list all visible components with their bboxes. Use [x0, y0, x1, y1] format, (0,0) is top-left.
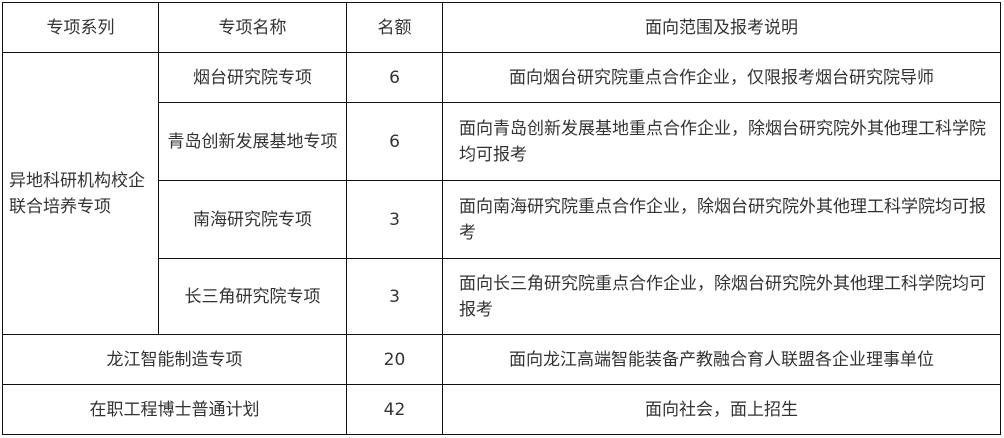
- name-cell: 烟台研究院专项: [158, 52, 347, 103]
- quota-cell: 20: [346, 334, 443, 385]
- quota-cell: 42: [346, 384, 443, 435]
- quota-cell: 6: [346, 102, 443, 181]
- quota-cell: 6: [346, 52, 443, 103]
- desc-cell: 面向南海研究院重点合作企业，除烟台研究院外其他理工科学院均可报考: [442, 180, 1001, 259]
- table-row: 青岛创新发展基地专项 6 面向青岛创新发展基地重点合作企业，除烟台研究院外其他理…: [3, 102, 1001, 181]
- header-quota: 名额: [346, 2, 443, 53]
- header-series: 专项系列: [2, 2, 159, 53]
- header-desc: 面向范围及报考说明: [442, 2, 1001, 53]
- name-cell: 在职工程博士普通计划: [2, 384, 347, 435]
- quota-cell: 3: [346, 180, 443, 259]
- desc-cell: 面向青岛创新发展基地重点合作企业，除烟台研究院外其他理工科学院均可报考: [442, 102, 1001, 181]
- name-cell: 南海研究院专项: [158, 180, 347, 259]
- name-cell: 龙江智能制造专项: [2, 334, 347, 385]
- name-cell: 青岛创新发展基地专项: [158, 102, 347, 181]
- name-cell: 长三角研究院专项: [158, 258, 347, 335]
- header-name: 专项名称: [158, 2, 347, 53]
- table-row: 南海研究院专项 3 面向南海研究院重点合作企业，除烟台研究院外其他理工科学院均可…: [3, 180, 1001, 259]
- table-row: 龙江智能制造专项 20 面向龙江高端智能装备产教融合育人联盟各企业理事单位: [2, 334, 1001, 385]
- desc-cell: 面向长三角研究院重点合作企业，除烟台研究院外其他理工科学院均可报考: [442, 258, 1001, 335]
- table-row: 在职工程博士普通计划 42 面向社会，面上招生: [2, 384, 1001, 435]
- desc-cell: 面向龙江高端智能装备产教融合育人联盟各企业理事单位: [442, 334, 1001, 385]
- series-cell: 异地科研机构校企联合培养专项: [2, 52, 159, 335]
- desc-cell: 面向社会，面上招生: [442, 384, 1001, 435]
- table-row: 长三角研究院专项 3 面向长三角研究院重点合作企业，除烟台研究院外其他理工科学院…: [3, 258, 1001, 335]
- quota-cell: 3: [346, 258, 443, 335]
- table-row: 异地科研机构校企联合培养专项 烟台研究院专项 6 面向烟台研究院重点合作企业，仅…: [2, 52, 1001, 335]
- desc-cell: 面向烟台研究院重点合作企业，仅限报考烟台研究院导师: [442, 52, 1001, 103]
- header-row: 专项系列 专项名称 名额 面向范围及报考说明: [2, 2, 1001, 53]
